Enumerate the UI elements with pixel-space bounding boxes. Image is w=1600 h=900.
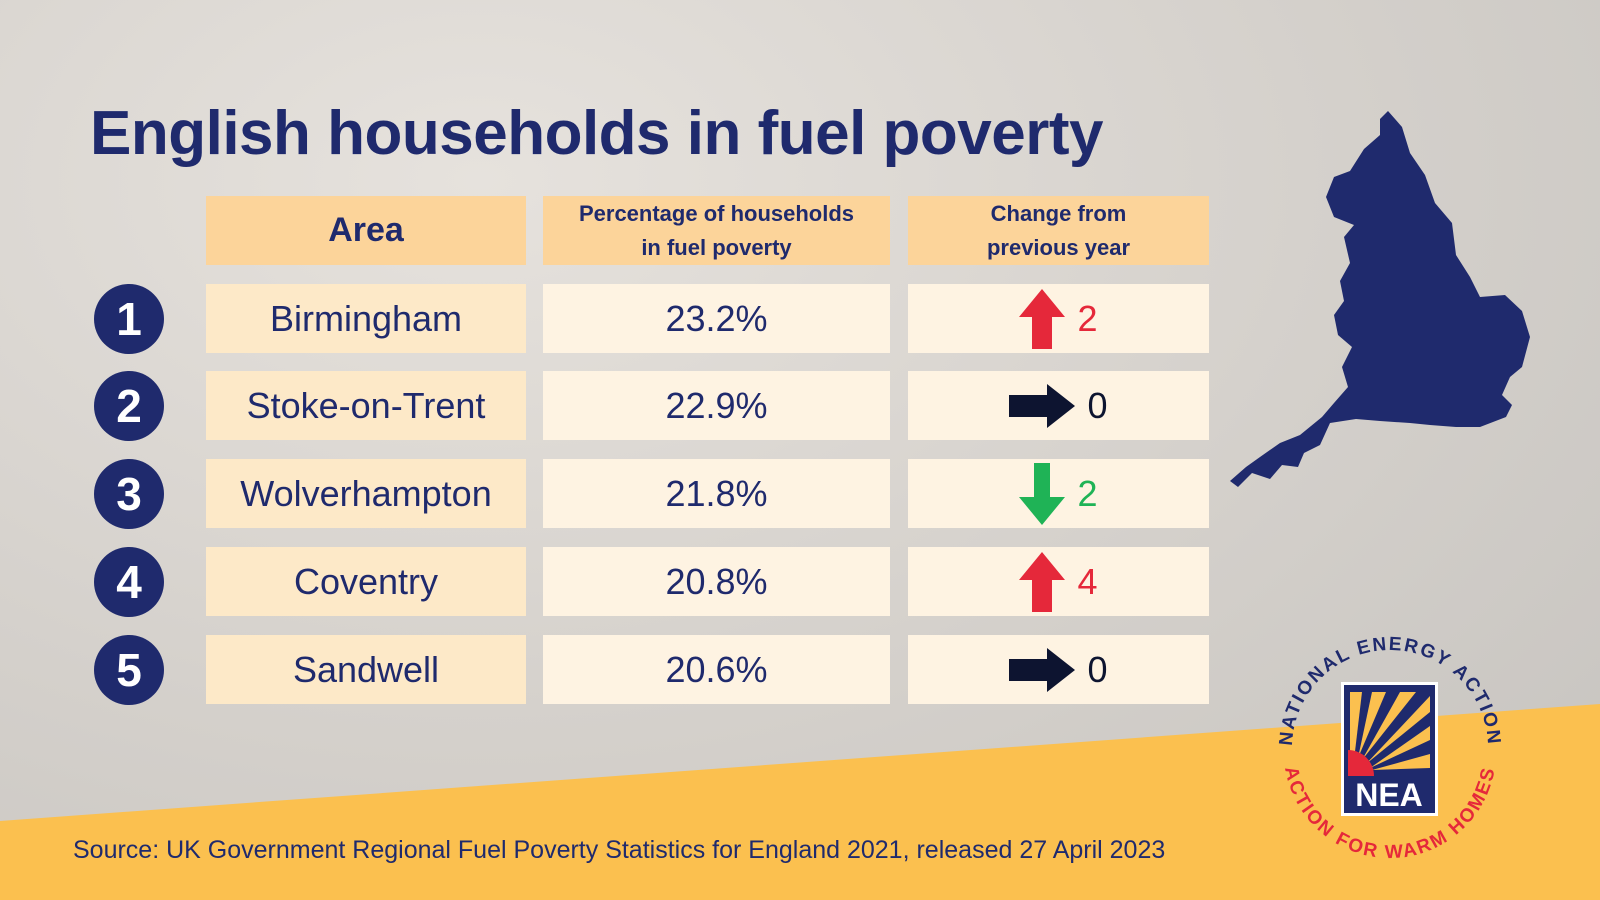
nea-logo: NATIONAL ENERGY ACTION ACTION FOR WARM H… [1276,634,1502,864]
arrow-up-icon [1019,288,1066,349]
header-change: Change from previous year [908,196,1209,265]
change-value: 4 [1077,560,1098,602]
header-percentage-line2: in fuel poverty [641,234,792,260]
arrow-right-icon [1009,383,1076,428]
change-cell: 2 [908,459,1209,528]
area-cell: Wolverhampton [206,459,526,528]
change-cell: 2 [908,284,1209,353]
header-percentage: Percentage of households in fuel poverty [543,196,890,265]
rank-badge: 1 [94,284,164,354]
header-change-line1: Change from [990,200,1127,226]
header-area: Area [206,196,526,265]
arrow-right-icon [1009,647,1076,692]
percentage-cell: 20.6% [543,635,890,704]
logo-initials: NEA [1355,777,1423,813]
change-value: 2 [1077,297,1098,339]
area-cell: Sandwell [206,635,526,704]
header-percentage-line1: Percentage of households [578,200,855,226]
area-cell: Birmingham [206,284,526,353]
arrow-down-icon [1019,462,1066,525]
england-map-icon [1230,111,1530,487]
change-value: 0 [1087,648,1108,690]
change-cell: 4 [908,547,1209,616]
change-value: 2 [1077,472,1098,514]
rank-badge: 3 [94,459,164,529]
area-cell: Coventry [206,547,526,616]
source-note: Source: UK Government Regional Fuel Pove… [73,836,1166,864]
rank-badge: 5 [94,635,164,705]
percentage-cell: 20.8% [543,547,890,616]
change-cell: 0 [908,371,1209,440]
percentage-cell: 21.8% [543,459,890,528]
header-change-line2: previous year [986,234,1131,260]
arrow-up-icon [1019,551,1066,612]
rank-badge: 2 [94,371,164,441]
change-value: 0 [1087,384,1108,426]
change-cell: 0 [908,635,1209,704]
rank-badge: 4 [94,547,164,617]
page-title: English households in fuel poverty [90,99,1104,168]
percentage-cell: 23.2% [543,284,890,353]
percentage-cell: 22.9% [543,371,890,440]
area-cell: Stoke-on-Trent [206,371,526,440]
